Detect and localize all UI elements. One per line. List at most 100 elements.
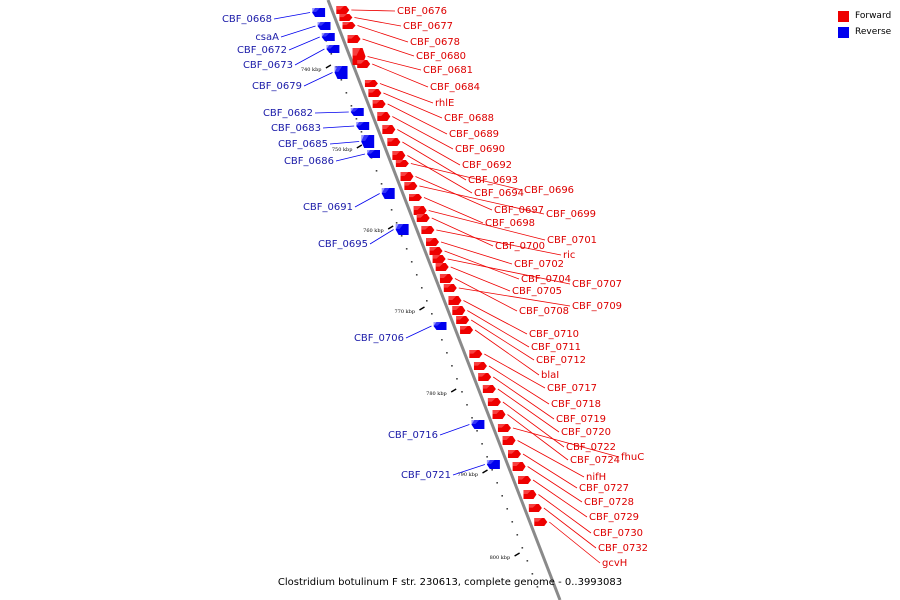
- leader-layer: [273, 9, 620, 564]
- gene-label-cbf-0693: CBF_0693: [468, 175, 518, 186]
- gene-highlight: [426, 238, 434, 242]
- gene-highlight: [364, 80, 373, 84]
- gene-label-cbf-0681: CBF_0681: [423, 65, 473, 76]
- track-dot: [491, 469, 493, 471]
- gene-highlight: [473, 362, 482, 366]
- gene-label-cbf-0695: CBF_0695: [318, 239, 368, 250]
- track-dot: [350, 105, 353, 107]
- leader-line: [357, 25, 409, 43]
- leader-line: [549, 521, 601, 564]
- leader-line: [463, 300, 528, 335]
- gene-label-cbf-0710: CBF_0710: [529, 329, 579, 340]
- leader-line: [512, 427, 620, 458]
- gene-highlight: [452, 306, 461, 311]
- leader-line: [392, 116, 454, 150]
- gene-label-cbf-0691: CBF_0691: [303, 202, 353, 213]
- gene-label-cbf-0720: CBF_0720: [561, 427, 611, 438]
- gene-highlight: [334, 66, 343, 72]
- gene-highlight: [395, 160, 404, 164]
- gene-highlight: [409, 194, 417, 198]
- gene-highlight: [339, 14, 348, 18]
- gene-highlight: [421, 226, 430, 230]
- track-dot: [516, 534, 519, 536]
- gene-label-cbf-0680: CBF_0680: [416, 51, 466, 62]
- gene-label-cbf-0699: CBF_0699: [546, 209, 596, 220]
- gene-label-cbf-0682: CBF_0682: [263, 108, 313, 119]
- track-dot: [511, 521, 514, 523]
- gene-highlight: [416, 214, 425, 218]
- leader-line: [423, 197, 484, 224]
- dot-layer: [315, 14, 539, 588]
- leader-line: [474, 329, 540, 376]
- track-dot: [420, 287, 423, 289]
- gene-label-cbf-0722: CBF_0722: [566, 442, 616, 453]
- gene-highlight: [439, 274, 448, 279]
- leader-line: [527, 466, 583, 503]
- gene-label-cbf-0732: CBF_0732: [598, 543, 648, 554]
- track-dot: [496, 482, 498, 484]
- gene-label-cbf-0700: CBF_0700: [495, 241, 545, 252]
- gene-label-cbf-0729: CBF_0729: [589, 512, 639, 523]
- leader-line: [447, 258, 571, 285]
- gene-label-cbf-0685: CBF_0685: [278, 139, 328, 150]
- gene-highlight: [361, 135, 369, 141]
- leader-line: [431, 217, 494, 247]
- gene-highlight: [518, 476, 526, 480]
- gene-highlight: [312, 8, 320, 13]
- gene-label-cbf-0701: CBF_0701: [547, 235, 597, 246]
- gene-label-cbf-0705: CBF_0705: [512, 286, 562, 297]
- track-dot: [466, 404, 468, 406]
- leader-line: [405, 325, 432, 339]
- track-dot: [426, 300, 428, 302]
- leader-line: [415, 176, 493, 211]
- gene-label-cbf-0678: CBF_0678: [410, 37, 460, 48]
- gene-label-cbf-0668: CBF_0668: [222, 14, 272, 25]
- leader-line: [440, 241, 513, 265]
- gene-highlight: [413, 206, 422, 211]
- leader-line: [517, 440, 585, 478]
- track-dot: [340, 79, 343, 81]
- leader-line: [322, 125, 355, 129]
- tick-layer: 740 kbp 750 kbp 760 kbp 770 kbp 780 kbp 790 k…: [301, 64, 520, 561]
- track-dot: [395, 222, 398, 224]
- leader-line: [454, 278, 518, 312]
- gene-label-cbf-0707: CBF_0707: [572, 279, 622, 290]
- gene-highlight: [460, 326, 468, 330]
- leader-line: [522, 453, 578, 489]
- gene-highlight: [395, 224, 404, 229]
- leader-line: [351, 9, 396, 12]
- tick-label: 740 kbp: [301, 67, 322, 73]
- leader-line: [387, 103, 448, 135]
- gene-highlight: [400, 172, 409, 177]
- gene-label-cbf-0706: CBF_0706: [354, 333, 404, 344]
- gene-label-cbf-0712: CBF_0712: [536, 355, 586, 366]
- track-dot: [390, 209, 393, 211]
- leader-line: [484, 353, 546, 389]
- gene-label-cbf-0717: CBF_0717: [547, 383, 597, 394]
- gene-layer: [312, 6, 548, 526]
- gene-label-csaa: csaA: [255, 32, 279, 43]
- leader-line: [362, 38, 415, 57]
- gene-highlight: [372, 100, 381, 104]
- leader-line: [379, 83, 434, 104]
- track-dot: [536, 586, 539, 588]
- gene-highlight: [352, 48, 361, 56]
- track-dot: [486, 456, 488, 458]
- gene-label-cbf-0721: CBF_0721: [401, 470, 451, 481]
- leader-line: [452, 464, 485, 476]
- leader-line: [303, 72, 333, 87]
- gene-highlight: [528, 504, 537, 508]
- gene-highlight: [350, 108, 359, 112]
- leader-line: [354, 17, 402, 27]
- tick-label: 780 kbp: [426, 391, 447, 397]
- leader-line: [294, 48, 325, 66]
- gene-highlight: [392, 151, 401, 156]
- gene-label-cbf-0672: CBF_0672: [237, 45, 287, 56]
- gene-highlight: [368, 89, 377, 93]
- track-dot: [410, 261, 413, 263]
- tick-mark: [514, 552, 520, 557]
- tick-label: 770 kbp: [394, 309, 415, 315]
- leader-line: [538, 494, 592, 534]
- legend-label-forward: Forward: [855, 11, 892, 21]
- track-dot: [415, 274, 418, 276]
